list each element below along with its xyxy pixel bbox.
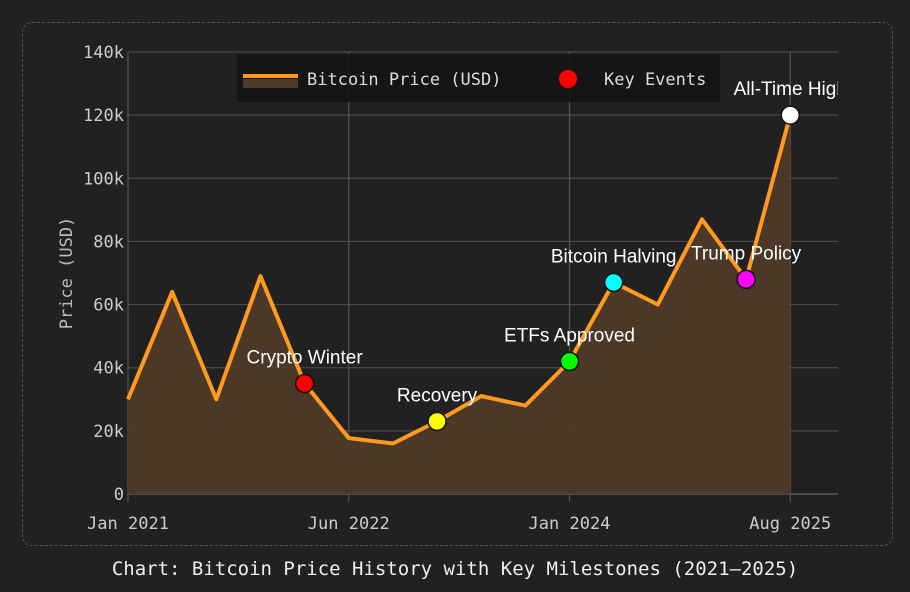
y-tick-label: 80k bbox=[93, 232, 124, 252]
price-line bbox=[126, 114, 793, 446]
legend-event-marker bbox=[559, 70, 577, 88]
chart-frame bbox=[22, 22, 893, 546]
event-label: Recovery bbox=[397, 385, 478, 406]
event-marker bbox=[294, 373, 315, 394]
legend-price-label: Bitcoin Price (USD) bbox=[307, 70, 501, 90]
legend-events-label: Key Events bbox=[604, 70, 706, 90]
x-tick-label: Jan 2024 bbox=[529, 514, 611, 534]
y-axis-label: Price (USD) bbox=[57, 217, 77, 330]
event-annotations: Crypto Winter Recovery ETFs Approved Bitcoi… bbox=[247, 79, 847, 406]
event-label: ETFs Approved bbox=[504, 325, 635, 346]
event-label: Bitcoin Halving bbox=[551, 246, 677, 267]
x-tick-label: Jun 2022 bbox=[308, 514, 390, 534]
event-marker bbox=[603, 272, 624, 293]
event-label: Trump Policy bbox=[691, 243, 802, 264]
y-tick-label: 0 bbox=[114, 485, 124, 505]
x-tick-label: Jan 2021 bbox=[87, 514, 169, 534]
x-tick-label: Aug 2025 bbox=[749, 514, 831, 534]
legend-price-swatch-fill bbox=[243, 79, 298, 88]
bitcoin-price-chart: 0 20k 40k 60k 80k 100k 120k 140k Jan 2021 Jun 202… bbox=[57, 43, 847, 534]
legend-box bbox=[237, 54, 720, 102]
y-tick-label: 60k bbox=[93, 296, 124, 316]
event-marker bbox=[427, 411, 447, 432]
event-marker bbox=[559, 351, 580, 372]
y-tick-label: 20k bbox=[93, 422, 124, 442]
event-marker bbox=[736, 269, 756, 290]
y-tick-label: 40k bbox=[93, 359, 124, 379]
event-label: All-Time High bbox=[734, 79, 847, 100]
event-label: Crypto Winter bbox=[247, 348, 364, 369]
price-area bbox=[128, 115, 791, 495]
y-tick-label: 140k bbox=[83, 43, 124, 63]
chart-caption: Chart: Bitcoin Price History with Key Mi… bbox=[111, 558, 799, 580]
y-tick-label: 100k bbox=[83, 169, 124, 189]
event-marker bbox=[780, 105, 800, 125]
y-tick-label: 120k bbox=[83, 106, 124, 126]
